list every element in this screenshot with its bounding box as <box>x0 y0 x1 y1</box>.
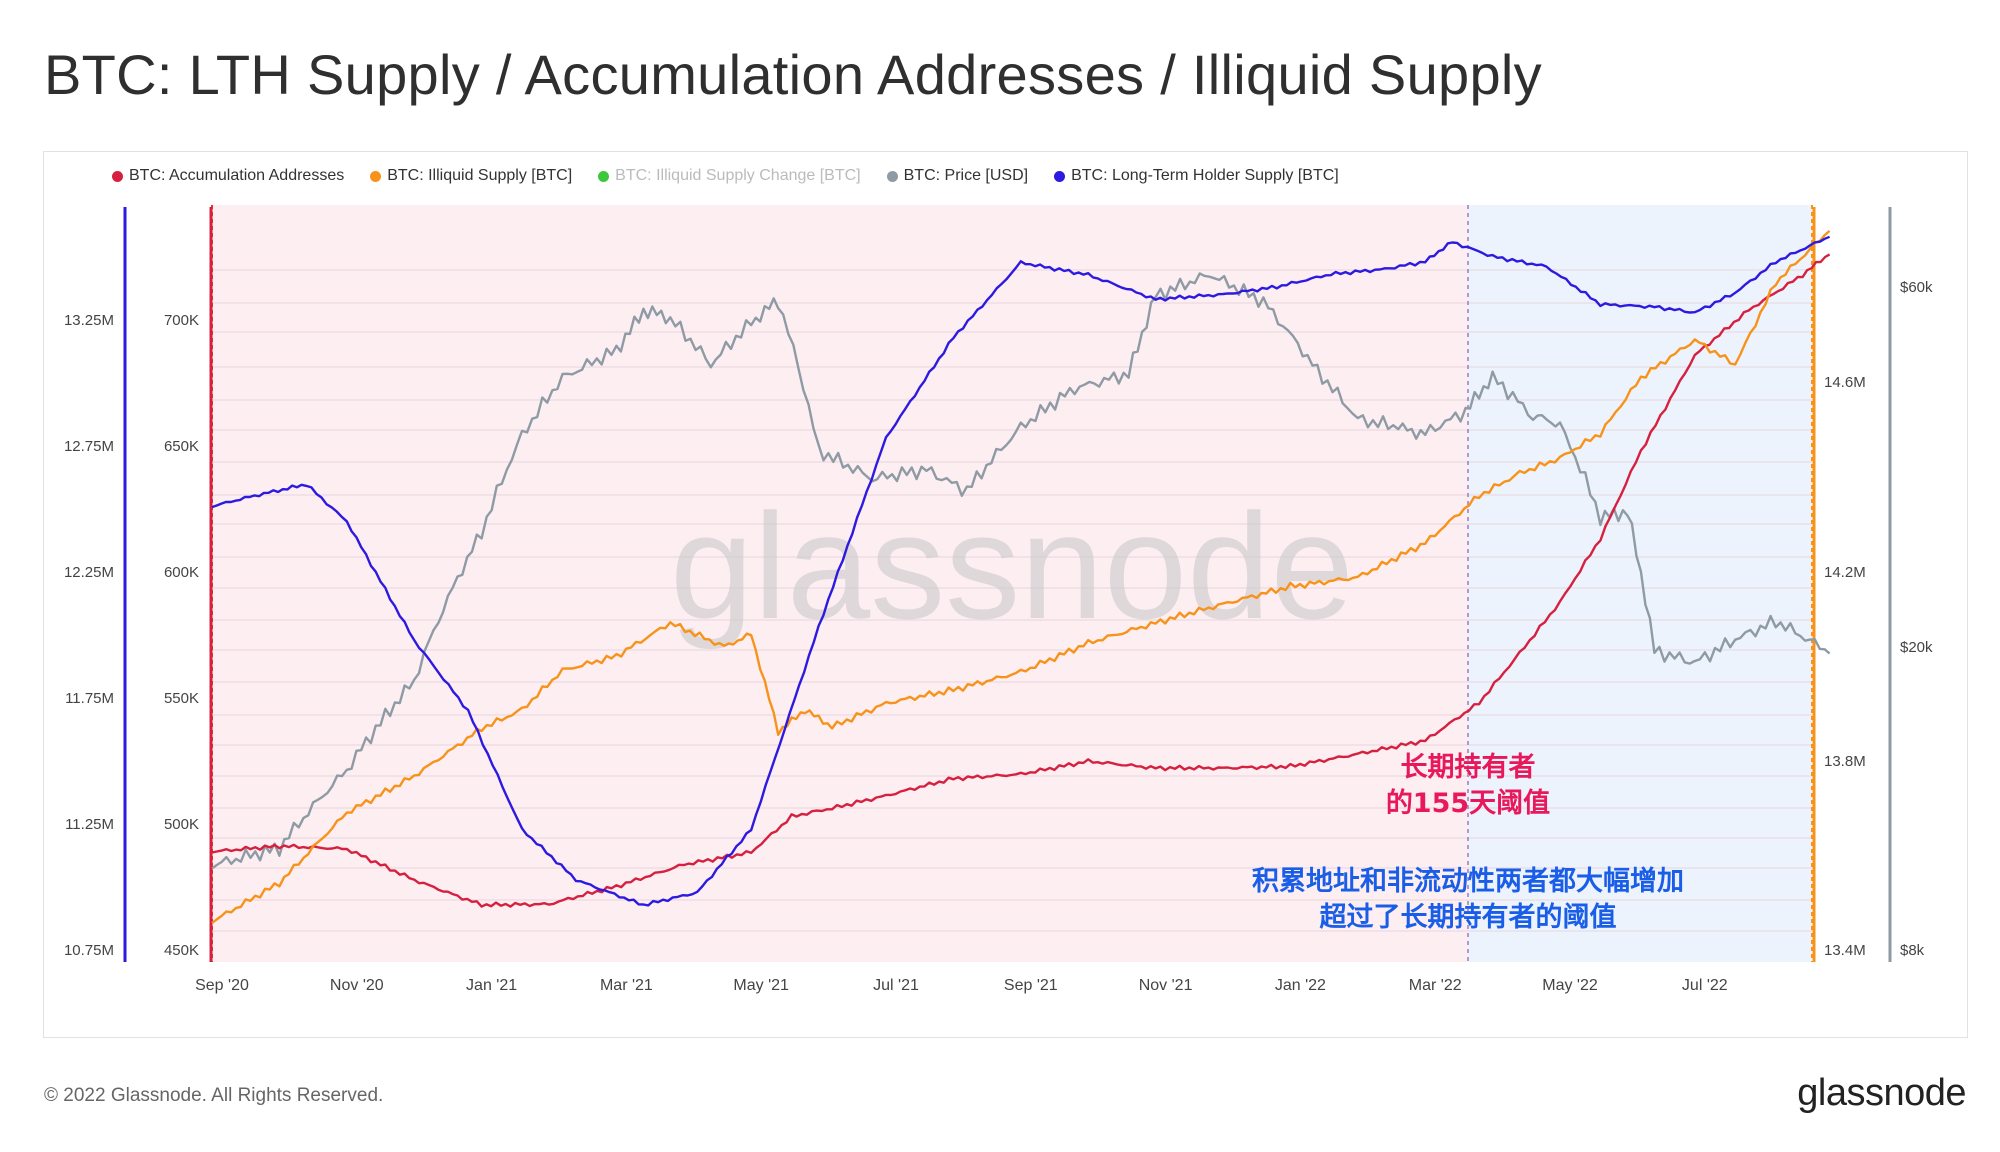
tick-label-illiquid: 13.8M <box>1824 753 1866 770</box>
annotation-threshold-line2: 的155天阈值 <box>1386 787 1550 819</box>
tick-label-accumulation: 650K <box>164 438 199 455</box>
legend-dot-illiquid <box>370 170 382 182</box>
series-line-illiquid <box>211 229 1831 925</box>
watermark: glassnode <box>670 482 1354 650</box>
chart-legend: BTC: Accumulation Addresses BTC: Illiqui… <box>112 167 1339 185</box>
tick-label-x: Nov '21 <box>1139 977 1193 994</box>
legend-dot-accumulation <box>112 170 123 182</box>
legend-item-illiquid[interactable]: BTC: Illiquid Supply [BTC] <box>370 167 572 185</box>
legend-dot-lth <box>1054 170 1066 182</box>
tick-label-x: Jan '21 <box>466 977 517 994</box>
tick-label-x: Sep '21 <box>1004 977 1058 994</box>
tick-label-x: Jul '21 <box>873 977 919 994</box>
legend-label: BTC: Accumulation Addresses <box>129 167 345 184</box>
annotation-note-line1: 积累地址和非流动性两者都大幅增加 <box>1252 865 1684 897</box>
legend-item-accumulation[interactable]: BTC: Accumulation Addresses <box>112 167 344 185</box>
glassnode-logo: glassnode <box>1797 1072 1966 1114</box>
tick-label-x: Jul '22 <box>1682 977 1728 994</box>
tick-label-illiquid: 13.4M <box>1824 942 1866 959</box>
tick-label-accumulation: 450K <box>164 942 199 959</box>
series-line-price <box>211 272 1831 870</box>
tick-label-lth: 11.25M <box>65 816 114 833</box>
tick-label-price: $8k <box>1900 942 1925 959</box>
legend-item-price[interactable]: BTC: Price [USD] <box>886 167 1029 185</box>
tick-label-accumulation: 500K <box>164 816 199 833</box>
tick-label-lth: 12.25M <box>64 564 114 581</box>
tick-label-illiquid: 14.6M <box>1824 374 1866 391</box>
shaded-region-pink <box>212 205 1468 962</box>
tick-label-x: Mar '21 <box>600 977 653 994</box>
series-line-lth <box>211 235 1831 907</box>
legend-label: BTC: Long-Term Holder Supply [BTC] <box>1071 167 1339 184</box>
tick-label-price: $20k <box>1900 639 1933 656</box>
tick-label-lth: 10.75M <box>64 942 114 959</box>
annotation-threshold-line1: 长期持有者 <box>1401 752 1536 783</box>
series-line-accumulation <box>211 253 1831 908</box>
tick-label-accumulation: 550K <box>164 690 199 707</box>
tick-label-price: $60k <box>1900 279 1933 296</box>
legend-label: BTC: Illiquid Supply [BTC] <box>387 167 573 184</box>
legend-dot-price <box>886 170 898 182</box>
tick-label-x: Jan '22 <box>1275 977 1326 994</box>
annotation-note-line2: 超过了长期持有者的阈值 <box>1320 901 1617 933</box>
page-title: BTC: LTH Supply / Accumulation Addresses… <box>44 43 1542 106</box>
tick-label-x: Sep '20 <box>195 977 249 994</box>
tick-label-accumulation: 600K <box>164 564 199 581</box>
legend-item-lth[interactable]: BTC: Long-Term Holder Supply [BTC] <box>1054 167 1339 185</box>
tick-label-illiquid: 14.2M <box>1824 564 1866 581</box>
tick-label-x: Nov '20 <box>330 977 384 994</box>
legend-dot-illiquid-change <box>598 170 610 182</box>
tick-label-x: May '22 <box>1542 977 1598 994</box>
legend-label: BTC: Illiquid Supply Change [BTC] <box>615 167 861 184</box>
copyright-text: © 2022 Glassnode. All Rights Reserved. <box>44 1085 384 1106</box>
tick-label-lth: 13.25M <box>64 312 114 329</box>
tick-label-accumulation: 700K <box>164 312 199 329</box>
tick-label-x: Mar '22 <box>1409 977 1462 994</box>
legend-label: BTC: Price [USD] <box>903 167 1029 184</box>
shaded-region-blue <box>1468 205 1812 962</box>
tick-label-lth: 11.75M <box>65 690 114 707</box>
legend-item-illiquid-change[interactable]: BTC: Illiquid Supply Change [BTC] <box>598 167 861 185</box>
tick-label-lth: 12.75M <box>64 438 114 455</box>
tick-label-x: May '21 <box>733 977 789 994</box>
